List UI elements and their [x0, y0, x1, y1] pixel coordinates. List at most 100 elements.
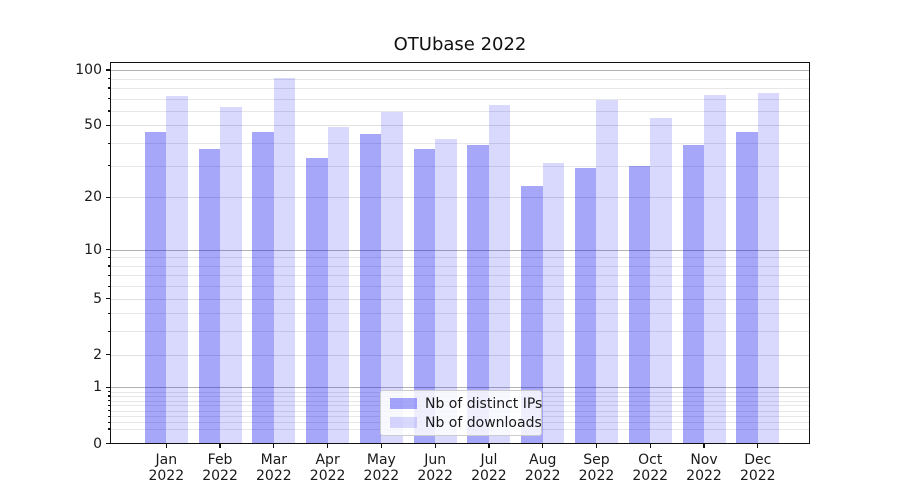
plot-area — [110, 61, 810, 444]
bar-distinct-ips-may — [359, 133, 382, 444]
x-tick-label-feb: Feb 2022 — [202, 451, 238, 485]
minor-gridline — [110, 265, 810, 267]
bar-distinct-ips-dec — [736, 132, 758, 444]
y-tick-label: 20 — [84, 189, 102, 206]
y-minor-tick-mark — [107, 415, 110, 418]
y-minor-tick-mark — [107, 256, 110, 259]
y-minor-tick-mark — [107, 98, 110, 100]
bar-distinct-ips-apr — [306, 158, 328, 444]
x-tick-label-aug: Aug 2022 — [524, 451, 561, 485]
y-tick-label: 100 — [75, 62, 102, 79]
labeled-minor-gridline — [110, 197, 810, 199]
bar-distinct-ips-feb — [198, 149, 221, 444]
y-minor-tick-mark — [107, 285, 110, 287]
bar-distinct-ips-oct — [628, 165, 651, 444]
minor-gridline — [110, 331, 810, 333]
y-minor-tick-mark — [107, 78, 110, 80]
minor-gridline — [110, 98, 810, 100]
minor-gridline — [110, 313, 810, 315]
x-tick-label-jul: Jul 2022 — [471, 451, 507, 485]
x-tick-label-jan: Jan 2022 — [148, 451, 185, 485]
x-tick-label-sep: Sep 2022 — [578, 451, 615, 485]
x-tick-mark — [488, 443, 490, 448]
y-tick-mark — [106, 353, 110, 356]
y-minor-tick-mark — [107, 87, 110, 89]
y-minor-tick-mark — [107, 428, 110, 430]
legend-entry-distinct-ips: Nb of distinct IPs — [381, 395, 543, 412]
major-gridline — [110, 70, 810, 72]
y-tick-label: 2 — [93, 346, 102, 363]
bar-downloads-apr — [327, 127, 350, 444]
x-tick-mark — [326, 443, 329, 448]
legend-label-downloads: Nb of downloads — [425, 414, 542, 431]
bar-distinct-ips-jul — [467, 145, 489, 444]
y-tick-label: 0 — [93, 435, 102, 452]
minor-gridline — [110, 143, 810, 145]
y-tick-mark — [106, 69, 110, 71]
y-minor-tick-mark — [107, 410, 110, 412]
y-tick-mark — [106, 124, 110, 127]
legend-entry-downloads: Nb of downloads — [381, 414, 542, 431]
y-minor-tick-mark — [107, 400, 110, 402]
bar-downloads-sep — [596, 99, 618, 444]
bar-downloads-mar — [273, 77, 296, 444]
bar-downloads-oct — [650, 117, 672, 444]
minor-gridline — [110, 275, 810, 277]
y-tick-mark — [106, 297, 110, 300]
legend: Nb of distinct IPs Nb of downloads — [380, 390, 542, 436]
x-tick-label-dec: Dec 2022 — [739, 451, 776, 485]
x-tick-label-apr: Apr 2022 — [309, 451, 346, 485]
x-tick-mark — [703, 443, 705, 448]
legend-label-distinct-ips: Nb of distinct IPs — [425, 395, 543, 412]
x-tick-mark — [542, 443, 544, 448]
minor-gridline — [110, 257, 810, 259]
bar-distinct-ips-jan — [144, 132, 167, 444]
labeled-minor-gridline — [110, 125, 810, 127]
x-tick-mark — [219, 443, 221, 448]
y-minor-tick-mark — [107, 312, 110, 315]
minor-gridline — [110, 87, 810, 89]
bar-downloads-jan — [166, 96, 188, 444]
labeled-minor-gridline — [110, 298, 810, 300]
minor-gridline — [110, 110, 810, 112]
x-tick-mark — [595, 443, 598, 448]
bar-downloads-dec — [757, 93, 780, 444]
x-tick-label-nov: Nov 2022 — [686, 451, 722, 485]
bar-distinct-ips-jun — [413, 149, 436, 444]
minor-gridline — [110, 286, 810, 288]
y-tick-label: 10 — [84, 241, 102, 258]
minor-gridline — [110, 78, 810, 80]
bar-downloads-jul — [488, 104, 511, 444]
x-tick-mark — [380, 443, 383, 448]
legend-swatch-downloads — [390, 417, 417, 428]
minor-gridline — [110, 165, 810, 167]
y-tick-mark — [106, 442, 110, 445]
y-minor-tick-mark — [107, 265, 110, 267]
y-tick-label: 5 — [93, 290, 102, 307]
x-tick-mark — [649, 443, 651, 448]
bar-distinct-ips-nov — [682, 145, 704, 444]
x-tick-label-may: May 2022 — [363, 451, 400, 485]
major-gridline — [110, 249, 810, 251]
bar-distinct-ips-sep — [574, 168, 597, 444]
bar-distinct-ips-aug — [521, 186, 543, 444]
x-tick-label-mar: Mar 2022 — [256, 451, 292, 485]
x-tick-label-oct: Oct 2022 — [632, 451, 669, 485]
bar-downloads-aug — [542, 163, 565, 444]
labeled-minor-gridline — [110, 354, 810, 356]
y-minor-tick-mark — [107, 142, 110, 144]
x-tick-mark — [165, 443, 167, 448]
y-minor-tick-mark — [107, 165, 110, 167]
y-minor-tick-mark — [107, 421, 110, 424]
x-tick-mark — [273, 443, 275, 448]
y-minor-tick-mark — [107, 110, 110, 112]
bar-downloads-nov — [704, 95, 726, 444]
chart-title: OTUbase 2022 — [393, 34, 527, 55]
y-minor-tick-mark — [107, 391, 110, 393]
y-tick-label: 1 — [93, 379, 102, 396]
bar-downloads-jun — [435, 139, 457, 444]
bar-distinct-ips-mar — [252, 132, 274, 444]
y-tick-mark — [106, 248, 110, 251]
bar-downloads-may — [381, 112, 403, 444]
